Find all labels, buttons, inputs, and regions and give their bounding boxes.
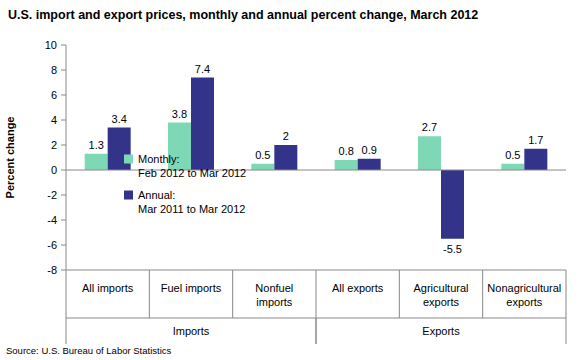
- y-tick-label: 8: [51, 64, 57, 76]
- y-tick-label: 6: [51, 89, 57, 101]
- category-separator: [566, 270, 567, 318]
- x-tick-label: All imports: [82, 282, 134, 294]
- group-separator: [66, 318, 67, 344]
- bar: [358, 159, 381, 170]
- y-tick: [61, 95, 66, 96]
- y-tick: [61, 270, 66, 271]
- y-tick: [61, 195, 66, 196]
- data-label: 0.8: [339, 145, 354, 157]
- y-tick-label: 0: [51, 164, 57, 176]
- source: Source: U.S. Bureau of Labor Statistics: [6, 345, 172, 356]
- category-separator: [482, 270, 483, 318]
- x-tick-label: Nonagricultural exports: [487, 282, 561, 308]
- y-tick: [61, 70, 66, 71]
- group-separator: [316, 318, 317, 344]
- legend-label: Annual: Mar 2011 to Mar 2012: [138, 189, 245, 215]
- category-separator: [232, 270, 233, 318]
- bar: [191, 78, 214, 171]
- bar: [418, 136, 441, 170]
- legend-swatch: [124, 155, 133, 164]
- y-tick: [61, 170, 66, 171]
- data-label: 3.8: [172, 108, 187, 120]
- y-tick: [61, 220, 66, 221]
- y-tick-label: -2: [47, 189, 57, 201]
- x-tick-label: All exports: [332, 282, 384, 294]
- y-axis: [66, 45, 67, 270]
- bar: [335, 160, 358, 170]
- bars: [85, 78, 548, 239]
- label-line: imports: [256, 296, 293, 308]
- group-separator: [566, 318, 567, 344]
- x-tick-label: Nonfuel imports: [255, 282, 293, 308]
- bar: [441, 170, 464, 239]
- y-tick: [61, 45, 66, 46]
- y-tick-label: 4: [51, 114, 57, 126]
- data-label: -5.5: [443, 243, 462, 255]
- legend-label: Monthly: Feb 2012 to Mar 2012: [138, 153, 246, 179]
- legend-swatch: [124, 191, 133, 200]
- y-tick-label: 10: [45, 39, 57, 51]
- data-label: 2: [283, 130, 289, 142]
- label-line: All exports: [332, 282, 384, 294]
- x-tick-label: Fuel imports: [161, 282, 222, 294]
- category-separator: [399, 270, 400, 318]
- label-line: exports: [423, 296, 460, 308]
- bar: [251, 164, 274, 170]
- category-separator: [316, 270, 317, 318]
- data-label: 0.5: [505, 149, 520, 161]
- label-line: Fuel imports: [161, 282, 222, 294]
- y-tick-label: -6: [47, 239, 57, 251]
- y-axis-label: Percent change: [4, 117, 16, 199]
- x-tick-label: Agricultural exports: [413, 282, 468, 308]
- y-tick-label: -8: [47, 264, 57, 276]
- legend-line: Mar 2011 to Mar 2012: [138, 203, 245, 215]
- bar: [501, 164, 524, 170]
- category-separator: [149, 270, 150, 318]
- data-label: 1.7: [528, 134, 543, 146]
- data-label: 0.5: [255, 149, 270, 161]
- bar: [85, 154, 108, 170]
- data-label: 7.4: [195, 63, 210, 75]
- data-label: 2.7: [422, 121, 437, 133]
- group-separator: [316, 318, 317, 344]
- label-line: Nonfuel: [255, 282, 293, 294]
- label-line: exports: [506, 296, 543, 308]
- bar: [274, 145, 297, 170]
- y-tick: [61, 120, 66, 121]
- bar: [108, 128, 131, 171]
- legend-line: Feb 2012 to Mar 2012: [138, 167, 246, 179]
- y-tick-label: 2: [51, 139, 57, 151]
- category-separator: [66, 270, 67, 318]
- label-line: All imports: [82, 282, 134, 294]
- label-line: Agricultural: [413, 282, 468, 294]
- chart: U.S. import and export prices, monthly a…: [0, 0, 580, 360]
- y-tick-label: -4: [47, 214, 57, 226]
- data-label: 3.4: [112, 113, 127, 125]
- group-label: Exports: [422, 325, 460, 337]
- data-label: 0.9: [362, 144, 377, 156]
- y-tick: [61, 145, 66, 146]
- legend-line: Annual:: [138, 189, 175, 201]
- y-tick: [61, 245, 66, 246]
- group-axis: [66, 318, 566, 319]
- data-label: 1.3: [89, 139, 104, 151]
- title: U.S. import and export prices, monthly a…: [8, 8, 478, 22]
- group-label: Imports: [173, 325, 210, 337]
- bar: [524, 149, 547, 170]
- label-line: Nonagricultural: [487, 282, 561, 294]
- legend-line: Monthly:: [138, 153, 180, 165]
